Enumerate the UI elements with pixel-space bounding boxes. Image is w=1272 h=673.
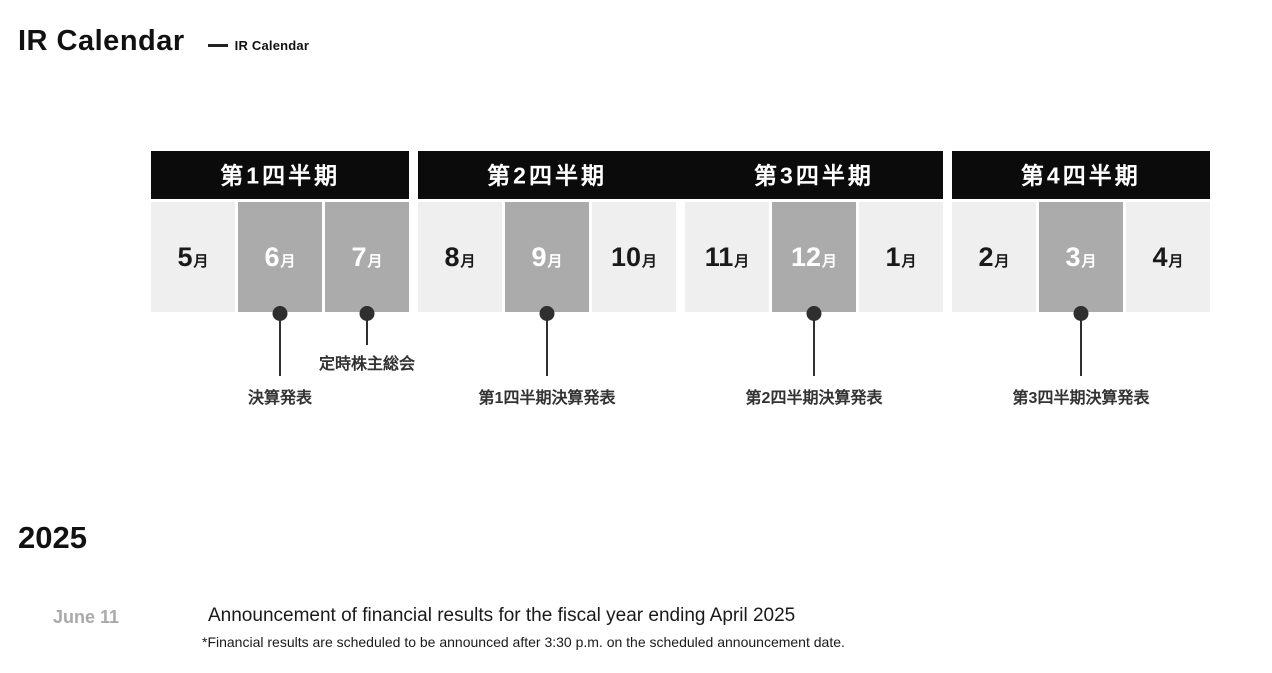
- quarter-label-q4: 第4四半期: [1020, 162, 1141, 189]
- event-label-q2-earnings: 第2四半期決算発表: [745, 390, 883, 407]
- event-label-earnings-announcement: 決算発表: [247, 390, 313, 407]
- event-label-q3-earnings: 第3四半期決算発表: [1012, 390, 1150, 407]
- event-label-q1-earnings: 第1四半期決算発表: [478, 390, 616, 407]
- schedule-entry: June 11 Announcement of financial result…: [53, 604, 845, 651]
- quarter-header-bar: 第1四半期 第2四半期 第3四半期 第4四半期: [151, 151, 1210, 199]
- event-connector-line: [546, 312, 548, 376]
- page-subtitle: IR Calendar: [234, 38, 310, 53]
- month-label: 11 月: [704, 241, 750, 272]
- event-marker-dot: [539, 306, 555, 321]
- event-marker-dot: [1073, 306, 1089, 321]
- entry-body: Announcement of financial results for th…: [202, 604, 845, 651]
- event-marker-dot: [359, 306, 375, 321]
- page-header: IR Calendar IR Calendar: [18, 24, 309, 58]
- month-cell-12: 12 月 第2四半期決算発表: [746, 202, 882, 407]
- entry-note: *Financial results are scheduled to be a…: [202, 634, 845, 650]
- quarter-label-q1: 第1四半期: [220, 162, 341, 189]
- quarter-label-q2: 第2四半期: [487, 162, 607, 189]
- event-label-shareholders-meeting: 定時株主総会: [318, 356, 416, 373]
- quarter-divider-q1-q2: [409, 151, 418, 199]
- event-connector-line: [813, 312, 815, 376]
- quarter-label-q3: 第3四半期: [754, 162, 874, 189]
- event-connector-line: [1080, 312, 1082, 376]
- month-label: 10 月: [610, 241, 658, 272]
- event-connector-line: [366, 312, 368, 345]
- entry-title: Announcement of financial results for th…: [208, 605, 796, 626]
- event-connector-line: [279, 312, 281, 376]
- month-label: 12 月: [790, 241, 838, 272]
- month-cell-11: 11 月: [685, 202, 769, 312]
- entry-date: June 11: [53, 607, 120, 627]
- page-title: IR Calendar: [18, 25, 185, 57]
- event-marker-dot: [806, 306, 822, 321]
- quarter-divider-q3-q4: [943, 151, 952, 199]
- month-cell-10: 10 月: [592, 202, 676, 312]
- event-marker-dot: [272, 306, 288, 321]
- title-dash-divider: [207, 44, 228, 47]
- year-heading: 2025: [18, 520, 87, 555]
